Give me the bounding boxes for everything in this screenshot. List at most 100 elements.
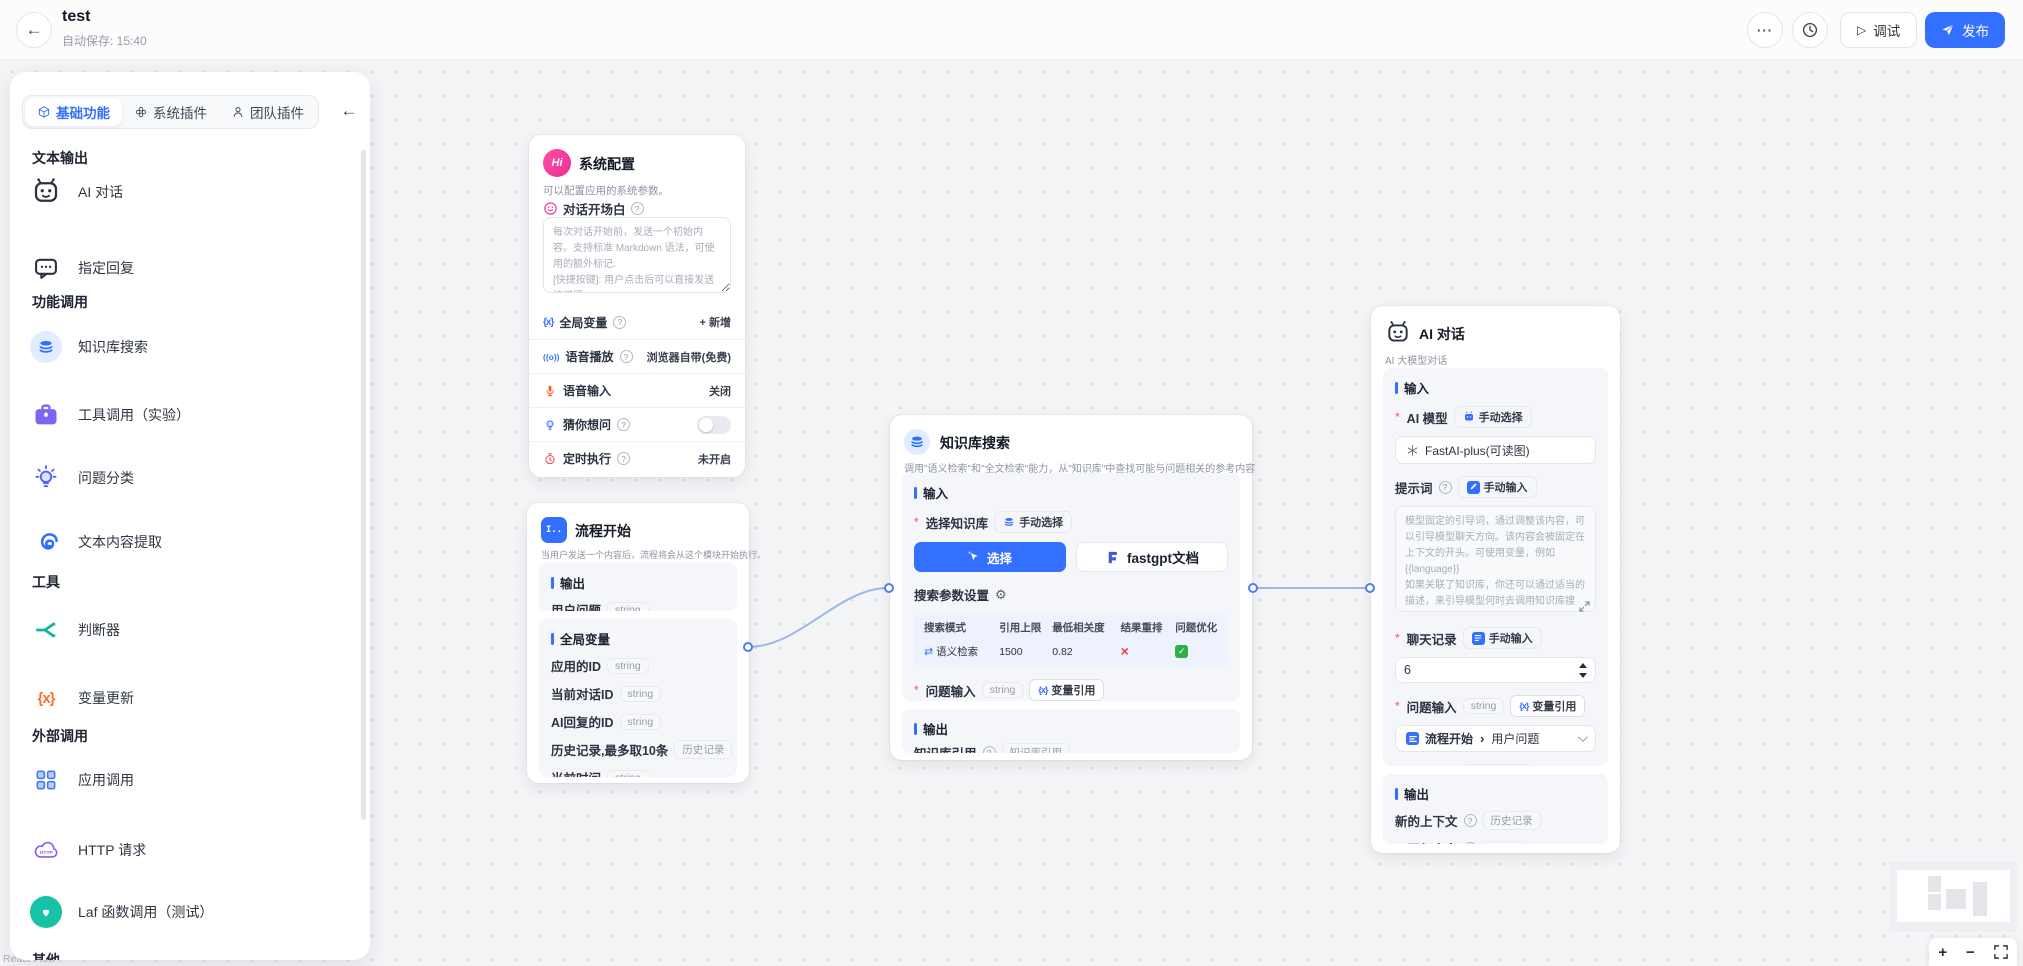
help-icon[interactable]: ? <box>1438 480 1452 494</box>
expand-icon[interactable] <box>1579 601 1590 612</box>
sidebar-item-assigned-reply[interactable]: 指定回复 <box>30 248 350 288</box>
handle-search-input[interactable] <box>884 583 894 593</box>
publish-label: 发布 <box>1962 24 1989 39</box>
autosave-status: 自动保存: 15:40 <box>62 34 147 48</box>
node-system-config[interactable]: Hi 系统配置 可以配置应用的系统参数。 对话开场白 ? {x} 全局变量 ? … <box>529 135 745 477</box>
sidebar-item-laf-function[interactable]: Laf 函数调用（测试） <box>30 892 350 932</box>
section-bar <box>551 632 554 645</box>
laf-logo-icon <box>30 896 62 928</box>
sidebar-item-variable-update[interactable]: {x} 变量更新 <box>30 678 350 718</box>
model-select[interactable]: FastAI-plus(可读图) <box>1395 436 1596 464</box>
manual-select-chip[interactable]: 手动选择 <box>1453 406 1532 428</box>
help-icon[interactable]: ? <box>982 746 996 753</box>
gear-icon[interactable]: ⚙ <box>995 586 1007 602</box>
handle-search-output[interactable] <box>1248 583 1258 593</box>
help-icon[interactable]: ? <box>613 315 627 329</box>
sidebar-item-label: Laf 函数调用（测试） <box>78 904 214 920</box>
node-ai-chat[interactable]: AI 对话 AI 大模型对话 输入 * AI 模型 手动选择 FastAI-pl… <box>1371 306 1620 853</box>
variable-ref-chip[interactable]: {x} 变量引用 <box>1029 679 1105 701</box>
back-arrow-icon: ← <box>25 20 43 39</box>
sidebar-scrollbar[interactable] <box>361 150 366 820</box>
variable-ref-chip[interactable]: {x} 变量引用 <box>1510 695 1586 717</box>
minimap-node <box>1946 889 1966 909</box>
section-title: 输出 <box>1395 784 1596 803</box>
step-down-icon[interactable] <box>1579 672 1587 678</box>
help-icon[interactable]: ? <box>630 202 644 215</box>
history-button[interactable] <box>1792 12 1828 48</box>
sidebar-item-ai-chat[interactable]: AI 对话 <box>30 172 350 212</box>
zoom-out-button[interactable]: − <box>1965 943 1975 961</box>
handle-start-output[interactable] <box>743 642 753 652</box>
manual-input-chip[interactable]: 手动输入 <box>1462 627 1542 649</box>
manual-select-chip[interactable]: 手动选择 <box>994 511 1073 533</box>
system-row-variables: {x} 全局变量 ? + 新增 <box>543 315 732 330</box>
tab-team-plugins[interactable]: 团队插件 <box>219 98 316 126</box>
person-icon <box>233 107 243 118</box>
zoom-in-button[interactable]: + <box>1938 943 1948 961</box>
section-title: 输入 <box>914 483 1228 502</box>
sidebar-item-classifier[interactable]: 判断器 <box>30 610 350 650</box>
system-row-question-guide: 猜你想问 ? <box>529 407 745 441</box>
sidebar-item-label: 应用调用 <box>78 772 134 788</box>
question-guide-toggle[interactable] <box>697 415 731 434</box>
node-desc: 调用"语义检索"和"全文检索"能力，从"知识库"中查找可能与问题相关的参考内容 <box>904 464 1256 475</box>
global-row: 当前时间string <box>551 768 725 777</box>
prompt-row: 提示词 ? 手动输入 <box>1395 476 1596 498</box>
question-source-select[interactable]: 流程开始 › 用户问题 <box>1395 725 1596 752</box>
collapse-sidebar-button[interactable]: ← <box>332 94 366 128</box>
flow-start-icon: I.. <box>541 517 567 543</box>
tab-basic-modules[interactable]: 基础功能 <box>25 98 122 126</box>
prompt-textarea[interactable] <box>1395 506 1596 612</box>
tab-label: 团队插件 <box>250 106 304 121</box>
question-input-row: * 问题输入 string {x} 变量引用 <box>1395 695 1596 717</box>
help-icon[interactable]: ? <box>617 452 631 465</box>
semantic-search-icon: ⇄ <box>924 646 934 658</box>
publish-button[interactable]: 发布 <box>1925 12 2005 48</box>
gear-icon[interactable]: ⚙ <box>1538 766 1550 767</box>
app-title: test <box>62 8 91 25</box>
debug-button[interactable]: ▷ 调试 <box>1840 12 1918 48</box>
help-icon[interactable]: ? <box>617 418 631 431</box>
robot-mini-icon <box>1464 411 1473 421</box>
rocket-icon <box>1942 24 1954 36</box>
rerank-off-icon: × <box>1120 643 1129 659</box>
type-badge: string <box>1482 840 1525 844</box>
sidebar-item-label: AI 对话 <box>78 184 124 200</box>
schedule-value[interactable]: 未开启 <box>698 453 731 466</box>
node-title: AI 对话 <box>1419 326 1465 342</box>
tab-system-plugins[interactable]: 系统插件 <box>122 98 219 126</box>
quote-row: 知识库引用 知识库引用 ⚙ <box>1395 764 1596 766</box>
fit-view-button[interactable] <box>1993 945 2008 959</box>
type-badge: string <box>607 657 649 674</box>
add-variable-button[interactable]: + 新增 <box>699 317 732 329</box>
table-value-row: ⇄ 语义检索 1500 0.82 × ✓ <box>924 635 1218 659</box>
node-dataset-search[interactable]: 知识库搜索 调用"语义检索"和"全文检索"能力，从"知识库"中查找可能与问题相关… <box>890 415 1256 760</box>
sidebar-item-question-classify[interactable]: 问题分类 <box>30 458 350 498</box>
help-icon[interactable]: ? <box>619 350 633 363</box>
sidebar-item-tool-call[interactable]: 工具调用（实验） <box>30 395 350 435</box>
voice-input-value[interactable]: 关闭 <box>709 385 731 398</box>
welcome-textarea[interactable] <box>543 217 731 293</box>
help-icon[interactable]: ? <box>1463 814 1477 827</box>
tts-value[interactable]: 浏览器自带(免费) <box>646 351 731 364</box>
sidebar-item-http-request[interactable]: HTTP HTTP 请求 <box>30 830 350 870</box>
history-count-input[interactable] <box>1404 663 1579 677</box>
manual-input-chip[interactable]: 手动输入 <box>1457 476 1537 498</box>
sidebar-item-content-extract[interactable]: 文本内容提取 <box>30 522 350 562</box>
select-dataset-button[interactable]: 选择 <box>914 542 1066 572</box>
help-icon[interactable]: ? <box>1463 842 1477 844</box>
number-steppers[interactable] <box>1579 662 1587 678</box>
welcome-input-wrap <box>543 217 731 298</box>
minimap[interactable] <box>1889 862 2017 932</box>
dataset-chip[interactable]: fastgpt文档 <box>1075 542 1228 572</box>
back-button[interactable]: ← <box>16 12 52 48</box>
sidebar-item-app-call[interactable]: 应用调用 <box>30 760 350 800</box>
variable-icon: {x} <box>543 316 554 328</box>
sidebar-item-dataset-search[interactable]: 知识库搜索 <box>30 327 350 367</box>
step-up-icon[interactable] <box>1579 662 1587 668</box>
more-button[interactable]: ··· <box>1747 12 1783 48</box>
handle-chat-input[interactable] <box>1365 583 1375 593</box>
history-count-input-wrap <box>1395 657 1596 683</box>
node-flow-start[interactable]: I.. 流程开始 当用户发送一个内容后，流程将会从这个模块开始执行。 输出 用户… <box>527 503 766 783</box>
minimap-node <box>1928 876 1941 892</box>
